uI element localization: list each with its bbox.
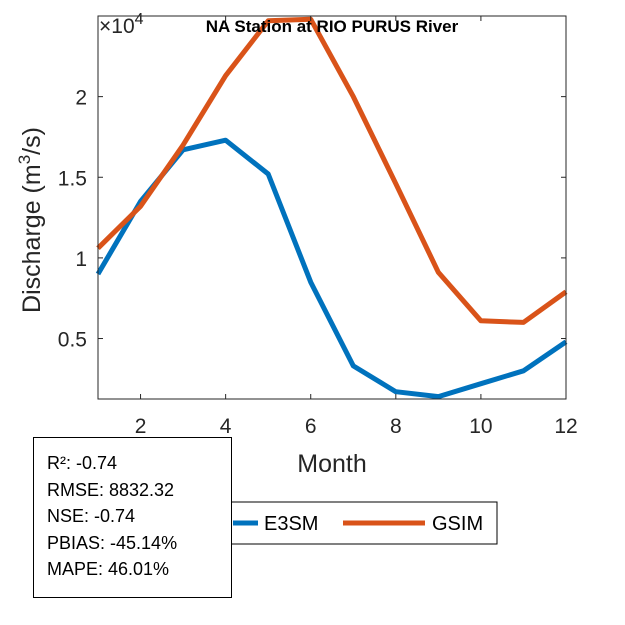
y-tick-label: 2 bbox=[75, 87, 87, 110]
y-tick-label: 1.5 bbox=[58, 167, 87, 190]
x-tick-label: 12 bbox=[554, 415, 577, 438]
series-layer bbox=[95, 16, 568, 400]
y-axis-label-base: Discharge (m bbox=[18, 164, 46, 313]
stats-box: R²: -0.74 RMSE: 8832.32 NSE: -0.74 PBIAS… bbox=[33, 437, 232, 598]
stat-pbias: PBIAS: -45.14% bbox=[47, 532, 178, 553]
x-tick-label: 8 bbox=[390, 415, 402, 438]
legend-label-e3sm: E3SM bbox=[264, 513, 318, 535]
y-axis-exponent-power: 4 bbox=[135, 11, 144, 28]
chart-title: NA Station at RIO PURUS River bbox=[206, 17, 459, 36]
plot-background bbox=[98, 16, 566, 399]
legend-label-gsim: GSIM bbox=[432, 513, 483, 535]
series-line-gsim bbox=[96, 16, 568, 325]
y-axis-label-sup: 3 bbox=[15, 155, 34, 164]
stat-r2: R²: -0.74 bbox=[47, 453, 118, 473]
x-tick-label: 4 bbox=[220, 415, 232, 438]
x-tick-label: 2 bbox=[135, 415, 147, 438]
legend: E3SM GSIM bbox=[225, 501, 498, 545]
x-tick-label: 10 bbox=[469, 415, 492, 438]
x-axis-label: Month bbox=[297, 450, 366, 478]
ticks-layer: 2 4 6 8 10 12 0.5 1 1.5 2 bbox=[58, 16, 578, 438]
y-axis-exponent-base: ×10 bbox=[99, 15, 135, 38]
y-tick-label: 1 bbox=[75, 248, 87, 271]
y-axis-exponent: ×104 bbox=[99, 11, 144, 38]
plot-area: 2 4 6 8 10 12 0.5 1 1.5 2 bbox=[58, 15, 578, 438]
y-axis-label-tail: /s) bbox=[18, 127, 46, 155]
y-axis-label: Discharge (m3/s) bbox=[15, 127, 46, 313]
stat-mape: MAPE: 46.01% bbox=[47, 559, 170, 579]
axes-box bbox=[97, 15, 567, 400]
stat-nse: NSE: -0.74 bbox=[47, 506, 136, 526]
stat-rmse: RMSE: 8832.32 bbox=[47, 479, 175, 500]
y-tick-label: 0.5 bbox=[58, 329, 87, 352]
x-tick-label: 6 bbox=[305, 415, 317, 438]
